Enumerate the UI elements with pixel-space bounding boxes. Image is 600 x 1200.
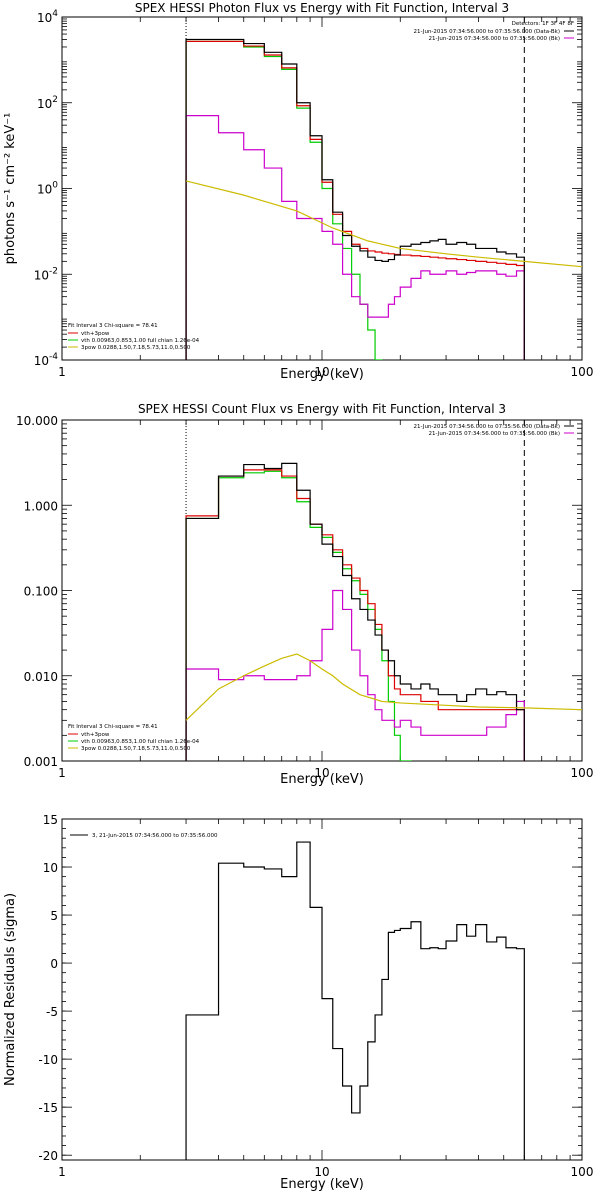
x-tick-label: 1: [58, 1165, 66, 1179]
x-tick-label: 10: [314, 365, 329, 379]
y-tick-label: -15: [38, 1101, 58, 1115]
plot-area: [185, 38, 582, 360]
legend-header: Detectors: 1F 3F 4F 8F: [512, 21, 574, 27]
x-tick-label: 100: [571, 365, 594, 379]
chart-title: SPEX HESSI Count Flux vs Energy with Fit…: [138, 402, 506, 416]
y-tick-label: 0: [50, 957, 58, 971]
series-vth-3pow: [185, 40, 525, 360]
x-tick-label: 100: [571, 1165, 594, 1179]
series-data-bk: [185, 38, 525, 360]
y-tick-label: -10: [38, 1053, 58, 1067]
series-vth: [185, 40, 525, 360]
legend-entry: 21-Jun-2015 07:34:56.000 to 07:35:56.000…: [428, 36, 560, 42]
series-vth-3pow: [185, 469, 525, 761]
y-tick-label: 15: [43, 813, 58, 827]
y-tick-label: -5: [46, 1005, 58, 1019]
y-tick-label: 10-4: [34, 352, 59, 368]
y-tick-label: 0.010: [24, 670, 58, 684]
series-bk: [185, 115, 525, 360]
y-tick-label: 5: [50, 909, 58, 923]
legend-entry: 3, 21-Jun-2015 07:34:56.000 to 07:35:56.…: [92, 833, 218, 839]
series-data-bk: [185, 462, 525, 761]
plot-area: [185, 841, 525, 1160]
fit-legend-entry: vth 0.00963,0.853,1.00 full chian 1.26e-…: [81, 338, 200, 344]
y-axis-label: photons s⁻¹ cm⁻² keV⁻¹: [3, 113, 18, 265]
series-3pow: [185, 180, 582, 268]
chart-panel-1: SPEX HESSI Photon Flux vs Energy with Fi…: [3, 1, 594, 382]
fit-legend-entry: 3pow 0.0288,1.50,7.18,5.73,11.0,0.500: [81, 746, 191, 752]
x-axis-label: Energy (keV): [280, 1177, 364, 1192]
y-tick-label: 0.001: [24, 755, 58, 769]
y-tick-label: 104: [37, 9, 58, 25]
chart-title: SPEX HESSI Photon Flux vs Energy with Fi…: [135, 1, 509, 15]
legend-entry: 21-Jun-2015 07:34:56.000 to 07:35:56.000…: [414, 29, 560, 35]
y-axis-label: Normalized Residuals (sigma): [3, 893, 18, 1086]
chart-panel-2: SPEX HESSI Count Flux vs Energy with Fit…: [16, 402, 594, 787]
x-axis-label: Energy (keV): [280, 772, 364, 787]
series-bk: [185, 589, 525, 761]
fit-legend-header: Fit Interval 3 Chi-square = 78.41: [68, 323, 158, 329]
x-tick-label: 10: [314, 766, 329, 780]
y-tick-label: 100: [37, 181, 58, 197]
y-tick-label: 10.000: [16, 414, 58, 428]
fit-legend-entry: vth 0.00963,0.853,1.00 full chian 1.26e-…: [81, 739, 200, 745]
x-axis-label: Energy (keV): [280, 367, 364, 382]
fit-legend-entry: vth+3pow: [81, 732, 110, 738]
fit-legend-entry: vth+3pow: [81, 331, 110, 337]
y-tick-label: 10-2: [34, 266, 58, 282]
fit-legend-entry: 3pow 0.0288,1.50,7.18,5.73,11.0,0.500: [81, 345, 191, 351]
chart-panel-3: 1 10 100 Energy (keV) 15 10 5 0 -5 -10 -15 -20 Norma…: [3, 813, 593, 1192]
x-tick-label: 100: [571, 766, 594, 780]
y-tick-label: 10: [43, 861, 58, 875]
legend-entry: 21-Jun-2015 07:34:56.000 to 07:35:56.000…: [428, 431, 560, 437]
plot-area: [185, 462, 582, 761]
series-residuals: [185, 841, 525, 1160]
y-tick-label: 102: [37, 95, 58, 111]
series-vth: [185, 470, 525, 761]
y-tick-label: 1.000: [24, 499, 58, 513]
legend-entry: 21-Jun-2015 07:34:56.000 to 07:35:56.000…: [414, 424, 560, 430]
y-tick-label: -20: [38, 1149, 58, 1163]
x-tick-label: 10: [314, 1165, 329, 1179]
y-tick-label: 0.100: [24, 585, 58, 599]
x-tick-label: 1: [58, 365, 66, 379]
x-tick-label: 1: [58, 766, 66, 780]
fit-legend-header: Fit Interval 3 Chi-square = 78.41: [68, 724, 158, 730]
series-3pow: [185, 653, 582, 721]
